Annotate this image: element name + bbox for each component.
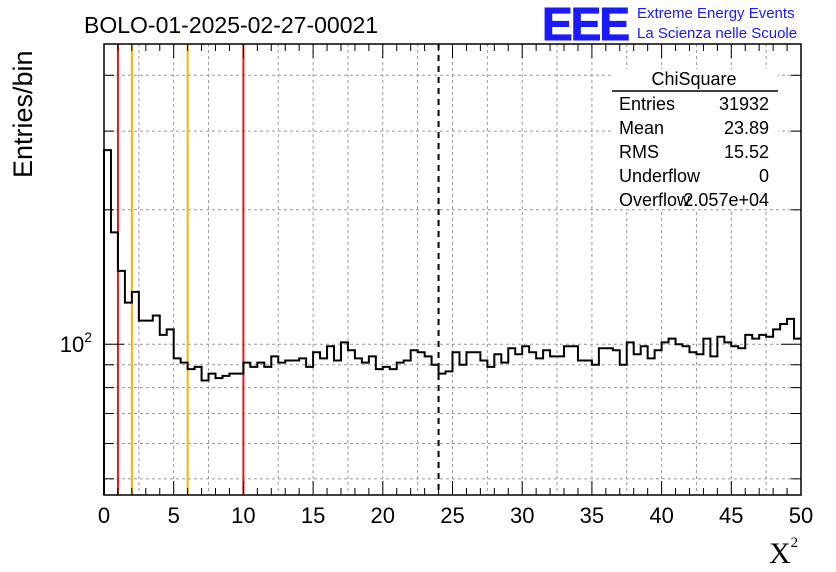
eee-logo-line2: La Scienza nelle Scuole (637, 25, 797, 42)
y-axis-label: Entries/bin (8, 50, 38, 178)
stats-row-label: RMS (619, 142, 659, 162)
x-tick-label: 40 (649, 503, 673, 528)
x-tick-label: 25 (440, 503, 464, 528)
axis-ticks (103, 44, 802, 495)
stats-box-title: ChiSquare (651, 69, 736, 89)
x-tick-label: 50 (789, 503, 813, 528)
marker-lines (116, 44, 440, 495)
stats-row-value: 15.52 (724, 142, 769, 162)
eee-logo-line1: Extreme Energy Events (637, 5, 795, 22)
x-axis-label: X2 (769, 535, 798, 570)
stats-row-label: Overflow (619, 190, 691, 210)
x-tick-label: 5 (168, 503, 180, 528)
stats-row-label: Entries (619, 94, 675, 114)
eee-logo-mark: EEE (542, 0, 628, 50)
stats-row-value: 0 (759, 166, 769, 186)
stats-row-label: Mean (619, 118, 664, 138)
chart-title: BOLO-01-2025-02-27-00021 (84, 12, 378, 38)
x-tick-label: 0 (98, 503, 110, 528)
x-tick-label: 10 (231, 503, 255, 528)
stats-row-value: 2.057e+04 (683, 190, 769, 210)
eee-logo: EEE Extreme Energy Events La Scienza nel… (542, 0, 798, 51)
stats-box: ChiSquare Entries 31932 Mean 23.89 RMS 15.52 U… (612, 69, 778, 210)
y-tick-label: 102 (60, 329, 92, 357)
x-tick-label: 20 (371, 503, 395, 528)
stats-row-value: 31932 (719, 94, 769, 114)
x-tick-labels: 0 5 10 15 20 25 30 35 40 45 50 (98, 503, 813, 528)
x-tick-label: 15 (301, 503, 325, 528)
x-tick-label: 45 (719, 503, 743, 528)
x-tick-label: 35 (580, 503, 604, 528)
histogram-line (103, 149, 801, 495)
stats-box-background (612, 69, 778, 209)
stats-box-rows: Entries 31932 Mean 23.89 RMS 15.52 Underflow 0 O… (619, 94, 769, 210)
stats-row-value: 23.89 (724, 118, 769, 138)
stats-row-label: Underflow (619, 166, 701, 186)
x-tick-label: 30 (510, 503, 534, 528)
